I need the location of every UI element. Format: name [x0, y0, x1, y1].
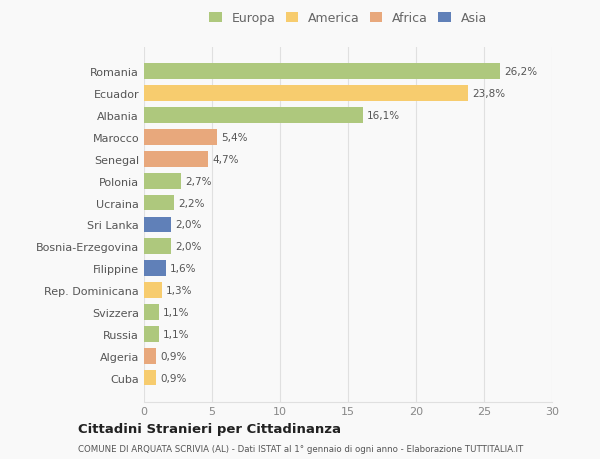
Bar: [144, 326, 159, 342]
Bar: [144, 283, 161, 298]
Bar: [144, 195, 174, 211]
Text: 1,3%: 1,3%: [166, 285, 192, 296]
Bar: [144, 239, 171, 255]
Text: Cittadini Stranieri per Cittadinanza: Cittadini Stranieri per Cittadinanza: [78, 422, 341, 435]
Text: 16,1%: 16,1%: [367, 111, 400, 121]
Text: 2,0%: 2,0%: [175, 242, 202, 252]
Bar: [144, 370, 156, 386]
Text: 2,2%: 2,2%: [178, 198, 205, 208]
Bar: [144, 261, 166, 276]
Text: 1,1%: 1,1%: [163, 329, 190, 339]
Text: 26,2%: 26,2%: [505, 67, 538, 77]
Bar: [144, 108, 363, 123]
Text: 23,8%: 23,8%: [472, 89, 505, 99]
Bar: [144, 174, 181, 189]
Text: 0,9%: 0,9%: [160, 351, 187, 361]
Text: 1,1%: 1,1%: [163, 307, 190, 317]
Text: 0,9%: 0,9%: [160, 373, 187, 383]
Bar: [144, 304, 159, 320]
Legend: Europa, America, Africa, Asia: Europa, America, Africa, Asia: [209, 12, 487, 25]
Text: 5,4%: 5,4%: [221, 133, 248, 143]
Bar: [144, 130, 217, 146]
Bar: [144, 151, 208, 167]
Text: 4,7%: 4,7%: [212, 154, 239, 164]
Bar: [144, 86, 467, 102]
Text: 1,6%: 1,6%: [170, 263, 196, 274]
Bar: [144, 217, 171, 233]
Text: COMUNE DI ARQUATA SCRIVIA (AL) - Dati ISTAT al 1° gennaio di ogni anno - Elabora: COMUNE DI ARQUATA SCRIVIA (AL) - Dati IS…: [78, 444, 523, 453]
Bar: [144, 348, 156, 364]
Text: 2,7%: 2,7%: [185, 176, 211, 186]
Text: 2,0%: 2,0%: [175, 220, 202, 230]
Bar: [144, 64, 500, 80]
